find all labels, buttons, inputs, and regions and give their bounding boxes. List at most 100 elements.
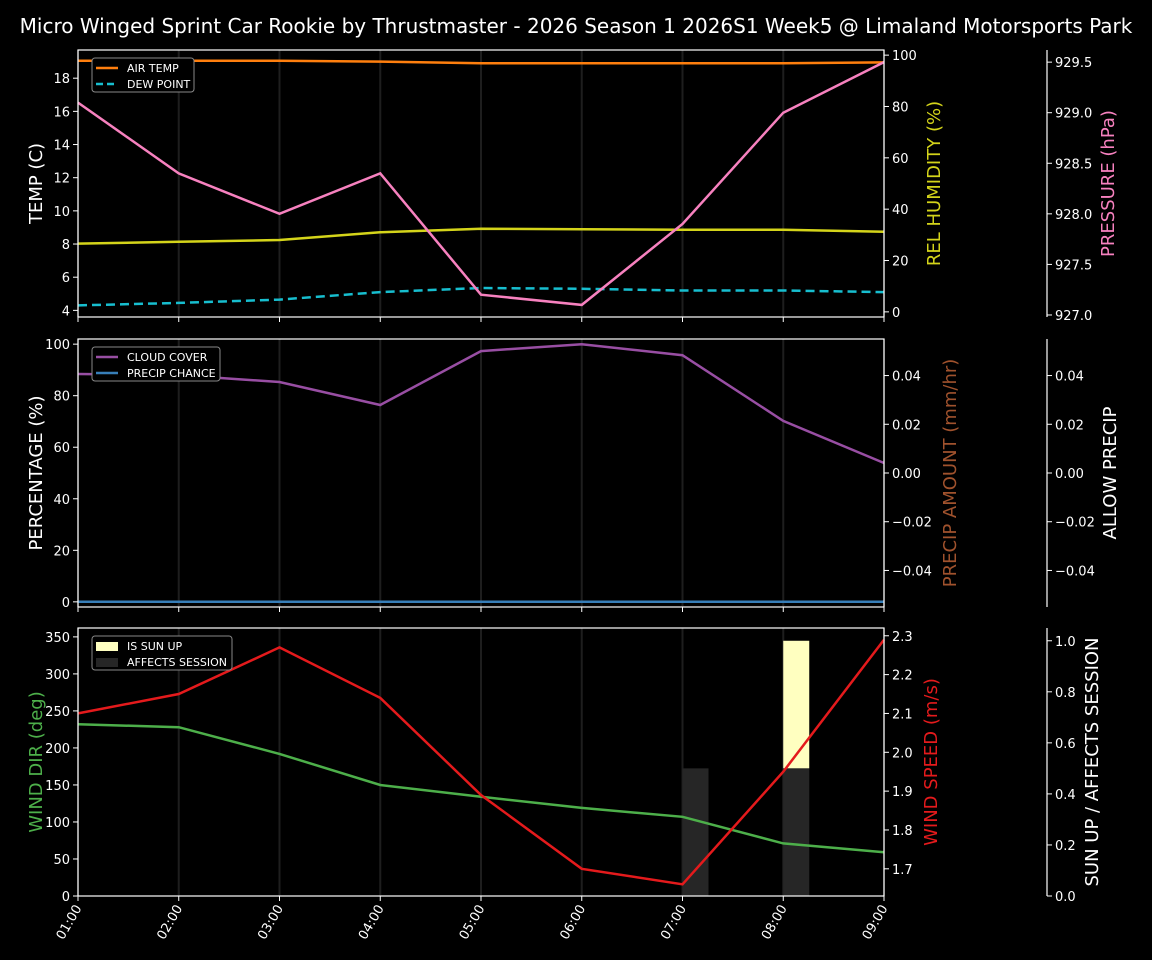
right-axis-label: WIND SPEED (m/s): [921, 678, 942, 846]
left-tick-label: 100: [45, 338, 70, 353]
left-tick-label: 250: [45, 705, 70, 720]
line-pressure: [77, 60, 885, 307]
legend-label: AFFECTS SESSION: [127, 656, 227, 669]
outer-tick-label: 0.2: [1055, 839, 1076, 854]
left-tick-label: 100: [45, 816, 70, 831]
left-tick-label: 200: [45, 742, 70, 757]
left-axis-label: WIND DIR (deg): [26, 691, 47, 833]
left-tick-label: 0: [62, 890, 70, 905]
x-tick-label: 09:00: [860, 903, 892, 943]
line-dew-point: [77, 286, 885, 307]
outer-tick-label: 0.8: [1055, 686, 1076, 701]
right-tick-label: −0.02: [892, 516, 932, 531]
line-air-temp: [78, 59, 885, 65]
left-tick-label: 14: [53, 139, 70, 154]
left-tick-label: 80: [53, 390, 70, 405]
right-tick-label: 1.9: [892, 785, 913, 800]
outer-tick-label: 928.0: [1055, 208, 1092, 223]
right-tick-label: 2.2: [892, 669, 913, 684]
left-tick-label: 16: [53, 105, 70, 120]
outer-tick-label: 928.5: [1055, 157, 1092, 172]
legend-swatch: [96, 658, 118, 667]
left-tick-label: 40: [53, 493, 70, 508]
panel-temperature-humidity-pressure: 4 6 8 10 12 14 16 18 0 20 40 60 80 100 927.0 927.5 928.0…: [26, 49, 1119, 324]
right-tick-label: 80: [892, 100, 909, 115]
outer-tick-label: 929.0: [1055, 107, 1092, 122]
outer-axis-label: SUN UP / AFFECTS SESSION: [1082, 637, 1103, 886]
x-tick-label: 07:00: [658, 903, 690, 943]
legend-label: AIR TEMP: [127, 62, 179, 75]
x-tick-label: 05:00: [457, 903, 489, 943]
right-tick-label: 100: [892, 49, 917, 64]
x-tick-label: 03:00: [255, 903, 287, 943]
right-axis-label: PRECIP AMOUNT (mm/hr): [940, 359, 961, 588]
outer-tick-label: 0.4: [1055, 788, 1076, 803]
panel-wind-sun: 0 50 100 150 200 250 300 350 1.7 1.8 1.9 2.0 2.1 2.2 2…: [26, 627, 1103, 943]
left-tick-label: 20: [53, 544, 70, 559]
legend: IS SUN UP AFFECTS SESSION: [91, 635, 233, 671]
x-tick-label: 02:00: [154, 903, 186, 943]
line-rel-humidity: [77, 227, 885, 245]
bar-affects-session: [783, 768, 810, 896]
left-tick-label: 18: [53, 72, 70, 87]
legend-label: PRECIP CHANCE: [127, 367, 216, 380]
outer-tick-label: 927.5: [1055, 258, 1092, 273]
right-tick-label: 2.0: [892, 746, 913, 761]
left-tick-label: 8: [62, 238, 70, 253]
legend-swatch: [96, 642, 118, 651]
outer-tick-label: 929.5: [1055, 56, 1092, 71]
outer-tick-label: 0.00: [1055, 467, 1084, 482]
outer-tick-label: 0.6: [1055, 737, 1076, 752]
left-tick-label: 150: [45, 779, 70, 794]
left-tick-label: 50: [53, 853, 70, 868]
chart-title: Micro Winged Sprint Car Rookie by Thrust…: [19, 14, 1133, 38]
outer-tick-label: −0.04: [1055, 564, 1095, 579]
right-tick-label: 20: [892, 255, 909, 270]
right-axis-label: REL HUMIDITY (%): [924, 101, 945, 266]
line-wind-dir: [77, 722, 885, 854]
right-tick-label: 0.02: [892, 418, 921, 433]
outer-tick-label: −0.02: [1055, 516, 1095, 531]
right-tick-label: 1.7: [892, 863, 913, 878]
right-tick-label: 0.00: [892, 467, 921, 482]
legend: CLOUD COVER PRECIP CHANCE: [91, 346, 221, 382]
right-tick-label: 60: [892, 152, 909, 167]
outer-tick-label: 927.0: [1055, 309, 1092, 324]
bar-affects-session: [682, 768, 709, 896]
left-tick-label: 12: [53, 172, 70, 187]
right-tick-label: 0.04: [892, 370, 921, 385]
bar-is-sun-up: [783, 640, 810, 769]
outer-tick-label: 0.0: [1055, 890, 1076, 905]
outer-axis-label: ALLOW PRECIP: [1100, 406, 1121, 539]
right-tick-label: 40: [892, 203, 909, 218]
outer-tick-label: 0.04: [1055, 370, 1084, 385]
legend-label: IS SUN UP: [127, 640, 183, 653]
outer-axis-label: PRESSURE (hPa): [1098, 110, 1119, 257]
left-tick-label: 4: [62, 304, 70, 319]
left-tick-label: 6: [62, 271, 70, 286]
legend-label: DEW POINT: [127, 78, 191, 91]
right-tick-label: 2.1: [892, 707, 913, 722]
left-tick-label: 300: [45, 668, 70, 683]
left-tick-label: 0: [62, 596, 70, 611]
right-tick-label: 2.3: [892, 630, 913, 645]
right-tick-label: 1.8: [892, 824, 913, 839]
left-axis-label: TEMP (C): [26, 143, 47, 225]
x-tick-label: 06:00: [557, 903, 589, 943]
line-wind-speed: [77, 638, 885, 886]
left-tick-label: 60: [53, 441, 70, 456]
left-tick-label: 10: [53, 205, 70, 220]
left-tick-label: 350: [45, 631, 70, 646]
legend-label: CLOUD COVER: [127, 351, 208, 364]
right-tick-label: −0.04: [892, 564, 932, 579]
right-tick-label: 0: [892, 306, 900, 321]
x-tick-label: 08:00: [759, 903, 791, 943]
outer-tick-label: 1.0: [1055, 635, 1076, 650]
panel-cloud-precip: 0 20 40 60 80 100 −0.04 −0.02 0.00 0.02 0.04 −0.04 −…: [26, 338, 1121, 612]
legend: AIR TEMP DEW POINT: [91, 57, 195, 93]
outer-tick-label: 0.02: [1055, 418, 1084, 433]
left-axis-label: PERCENTAGE (%): [26, 395, 47, 550]
x-tick-label: 04:00: [356, 903, 388, 943]
x-tick-label: 01:00: [54, 903, 86, 943]
